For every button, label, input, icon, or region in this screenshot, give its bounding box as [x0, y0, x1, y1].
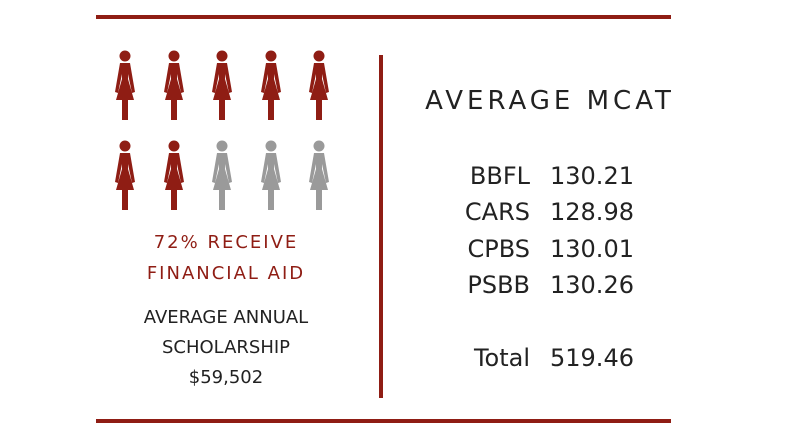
mcat-score-row: BBFL 130.21 — [440, 162, 660, 194]
person-filled-icon — [157, 140, 191, 212]
person-empty-icon — [205, 140, 239, 212]
mcat-score-value: 130.26 — [550, 271, 634, 299]
person-filled-icon — [205, 50, 239, 122]
mcat-score-label: CARS — [464, 198, 530, 226]
vertical-divider — [379, 55, 383, 398]
person-filled-icon — [302, 50, 336, 122]
mcat-title: AVERAGE MCAT — [425, 86, 675, 116]
financial-aid-line-1: 72% RECEIVE — [153, 232, 299, 253]
financial-aid-line-2: FINANCIAL AID — [146, 263, 306, 284]
person-filled-icon — [157, 50, 191, 122]
mcat-score-label: PSBB — [467, 271, 530, 299]
mcat-total-row: Total 519.46 — [440, 344, 660, 376]
mcat-score-value: 130.01 — [550, 235, 634, 263]
person-filled-icon — [108, 140, 142, 212]
top-rule — [96, 15, 671, 19]
mcat-score-row: CPBS 130.01 — [440, 235, 660, 267]
mcat-score-value: 128.98 — [550, 198, 634, 226]
mcat-score-label: BBFL — [469, 162, 530, 190]
scholarship-line-2: SCHOLARSHIP — [161, 337, 291, 358]
mcat-score-row: CARS 128.98 — [440, 198, 660, 230]
person-filled-icon — [108, 50, 142, 122]
scholarship-amount: $59,502 — [188, 367, 264, 388]
person-empty-icon — [302, 140, 336, 212]
scholarship-line-1: AVERAGE ANNUAL — [143, 307, 309, 328]
mcat-score-value: 130.21 — [550, 162, 634, 190]
mcat-total-label: Total — [473, 344, 530, 372]
mcat-score-label: CPBS — [467, 235, 530, 263]
person-empty-icon — [254, 140, 288, 212]
mcat-total-value: 519.46 — [550, 344, 634, 372]
mcat-score-row: PSBB 130.26 — [440, 271, 660, 303]
financial-aid-icon-grid — [108, 50, 348, 215]
bottom-rule — [96, 419, 671, 423]
person-filled-icon — [254, 50, 288, 122]
